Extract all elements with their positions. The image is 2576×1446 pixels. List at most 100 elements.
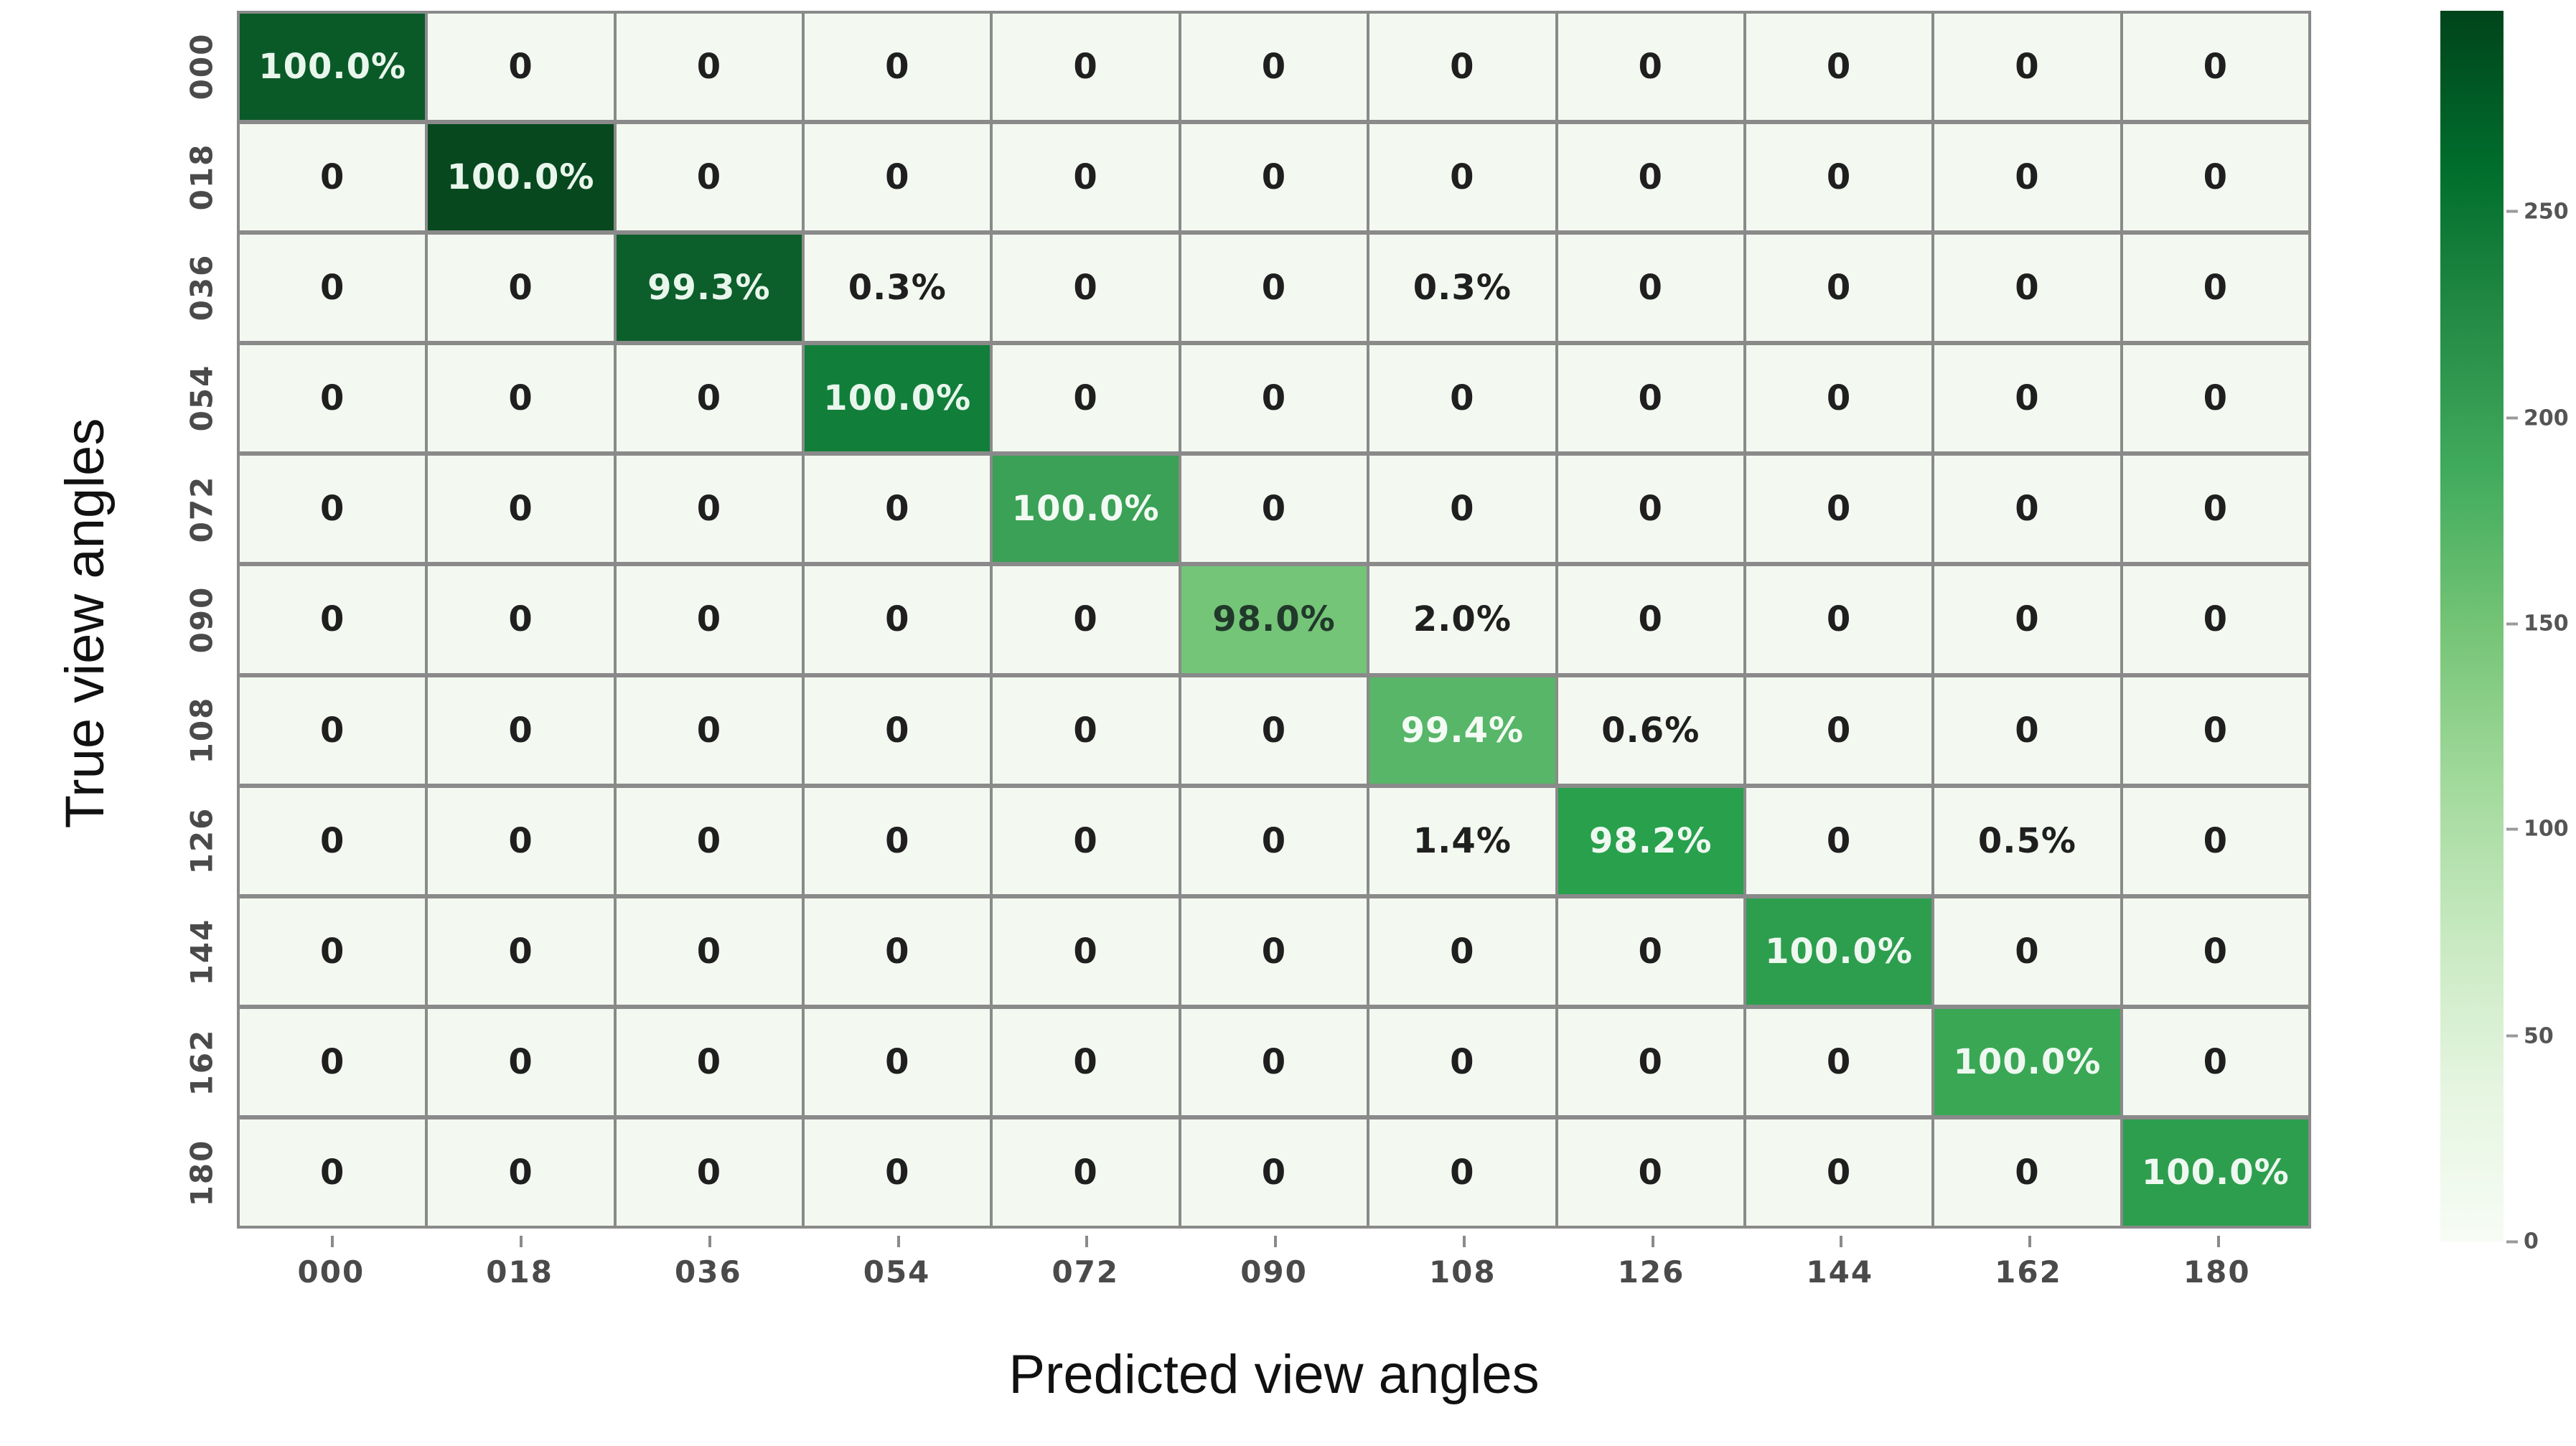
matrix-cell: 0 bbox=[2122, 345, 2308, 452]
x-tick-label-180: 180 bbox=[2122, 1236, 2311, 1290]
matrix-cell: 0 bbox=[1746, 456, 1932, 563]
matrix-cell: 0 bbox=[1181, 677, 1367, 784]
matrix-cell: 0 bbox=[2122, 898, 2308, 1005]
matrix-cell: 0 bbox=[428, 345, 614, 452]
matrix-cell: 0 bbox=[1558, 566, 1743, 673]
matrix-cell: 0 bbox=[1181, 345, 1367, 452]
x-tick-label-108: 108 bbox=[1368, 1236, 1557, 1290]
matrix-cell: 0 bbox=[805, 898, 990, 1005]
matrix-cell: 0 bbox=[1934, 566, 2120, 673]
matrix-cell: 0 bbox=[240, 787, 426, 894]
matrix-cell: 0 bbox=[993, 1008, 1179, 1115]
matrix-cell: 0 bbox=[240, 456, 426, 563]
matrix-cell: 0 bbox=[1934, 14, 2120, 121]
matrix-cell: 0 bbox=[616, 345, 802, 452]
y-tick-label-036: 036 bbox=[179, 233, 245, 343]
matrix-cell: 0 bbox=[240, 898, 426, 1005]
matrix-cell: 0 bbox=[1369, 345, 1555, 452]
matrix-cell: 100.0% bbox=[993, 456, 1179, 563]
matrix-cell: 0 bbox=[805, 456, 990, 563]
matrix-cell: 0 bbox=[1558, 124, 1743, 231]
y-tick-label-108: 108 bbox=[179, 675, 245, 786]
x-axis-title: Predicted view angles bbox=[1008, 1344, 1540, 1405]
matrix-cell: 0 bbox=[240, 1008, 426, 1115]
matrix-cell: 0 bbox=[993, 1119, 1179, 1226]
y-tick-label-000: 000 bbox=[179, 11, 245, 121]
matrix-cell: 0 bbox=[428, 787, 614, 894]
matrix-cell: 0 bbox=[1369, 14, 1555, 121]
matrix-cell: 0 bbox=[805, 566, 990, 673]
matrix-cell: 0 bbox=[1746, 345, 1932, 452]
matrix-cell: 0 bbox=[2122, 124, 2308, 231]
matrix-cell: 0 bbox=[616, 566, 802, 673]
matrix-cell: 0 bbox=[428, 1008, 614, 1115]
y-tick-label-144: 144 bbox=[179, 896, 245, 1007]
matrix-cell: 0 bbox=[428, 1119, 614, 1226]
matrix-cell: 0 bbox=[1934, 1119, 2120, 1226]
matrix-cell: 100.0% bbox=[2122, 1119, 2308, 1226]
matrix-cell: 0 bbox=[240, 345, 426, 452]
matrix-cell: 0 bbox=[993, 345, 1179, 452]
matrix-cell: 0 bbox=[2122, 456, 2308, 563]
confusion-matrix-grid: 100.0% 0 0 0 0 0 0 0 0 0 0 0 100.0% 0 0 0 0 0 0 0 0 0 0 0 99.3% 0… bbox=[237, 11, 2311, 1229]
matrix-cell: 0.5% bbox=[1934, 787, 2120, 894]
matrix-cell: 0 bbox=[428, 566, 614, 673]
x-tick-label-072: 072 bbox=[991, 1236, 1180, 1290]
matrix-cell: 0 bbox=[240, 677, 426, 784]
matrix-cell: 0 bbox=[616, 1119, 802, 1226]
colorbar-tick-250: 250 bbox=[2506, 199, 2569, 224]
matrix-cell: 0 bbox=[1558, 345, 1743, 452]
matrix-cell: 100.0% bbox=[428, 124, 614, 231]
x-tick-label-090: 090 bbox=[1180, 1236, 1369, 1290]
y-tick-label-090: 090 bbox=[179, 564, 245, 675]
matrix-cell: 0 bbox=[428, 235, 614, 342]
matrix-cell: 0 bbox=[1746, 787, 1932, 894]
matrix-cell: 0 bbox=[993, 14, 1179, 121]
matrix-cell: 0 bbox=[428, 898, 614, 1005]
x-tick-label-126: 126 bbox=[1557, 1236, 1746, 1290]
matrix-cell: 0 bbox=[428, 677, 614, 784]
matrix-cell: 0 bbox=[805, 787, 990, 894]
matrix-cell: 0 bbox=[2122, 787, 2308, 894]
matrix-cell: 0 bbox=[240, 235, 426, 342]
matrix-cell: 0 bbox=[1746, 124, 1932, 231]
matrix-cell: 0 bbox=[1934, 345, 2120, 452]
matrix-cell: 0 bbox=[1746, 235, 1932, 342]
matrix-cell: 0 bbox=[1181, 1008, 1367, 1115]
matrix-cell: 0 bbox=[1369, 124, 1555, 231]
y-tick-labels: 000 018 036 054 072 090 108 126 144 162 180 bbox=[179, 11, 245, 1229]
matrix-cell: 100.0% bbox=[805, 345, 990, 452]
matrix-cell: 0.6% bbox=[1558, 677, 1743, 784]
matrix-cell: 0 bbox=[993, 124, 1179, 231]
y-tick-label-054: 054 bbox=[179, 343, 245, 454]
matrix-cell: 0 bbox=[616, 124, 802, 231]
matrix-cell: 2.0% bbox=[1369, 566, 1555, 673]
x-tick-label-000: 000 bbox=[237, 1236, 426, 1290]
x-tick-label-036: 036 bbox=[614, 1236, 802, 1290]
matrix-cell: 98.2% bbox=[1558, 787, 1743, 894]
matrix-cell: 0 bbox=[1558, 1008, 1743, 1115]
matrix-cell: 0.3% bbox=[805, 235, 990, 342]
matrix-cell: 0 bbox=[428, 456, 614, 563]
matrix-cell: 0 bbox=[2122, 235, 2308, 342]
matrix-cell: 0 bbox=[1558, 898, 1743, 1005]
matrix-cell: 0 bbox=[1934, 456, 2120, 563]
y-tick-label-180: 180 bbox=[179, 1118, 245, 1229]
x-tick-labels: 000 018 036 054 072 090 108 126 144 162 180 bbox=[237, 1236, 2311, 1290]
y-tick-label-162: 162 bbox=[179, 1007, 245, 1117]
matrix-cell: 99.3% bbox=[616, 235, 802, 342]
matrix-cell: 0 bbox=[1558, 14, 1743, 121]
matrix-cell: 100.0% bbox=[240, 14, 426, 121]
matrix-cell: 0 bbox=[805, 677, 990, 784]
matrix-cell: 0 bbox=[240, 566, 426, 673]
colorbar-tick-labels: 250 200 150 100 50 0 bbox=[2506, 11, 2575, 1254]
matrix-cell: 0 bbox=[805, 124, 990, 231]
matrix-cell: 0 bbox=[1181, 456, 1367, 563]
matrix-cell: 0 bbox=[805, 14, 990, 121]
matrix-cell: 0.3% bbox=[1369, 235, 1555, 342]
matrix-cell: 0 bbox=[1558, 456, 1743, 563]
matrix-cell: 0 bbox=[1369, 456, 1555, 563]
matrix-cell: 0 bbox=[616, 677, 802, 784]
matrix-cell: 0 bbox=[1181, 124, 1367, 231]
